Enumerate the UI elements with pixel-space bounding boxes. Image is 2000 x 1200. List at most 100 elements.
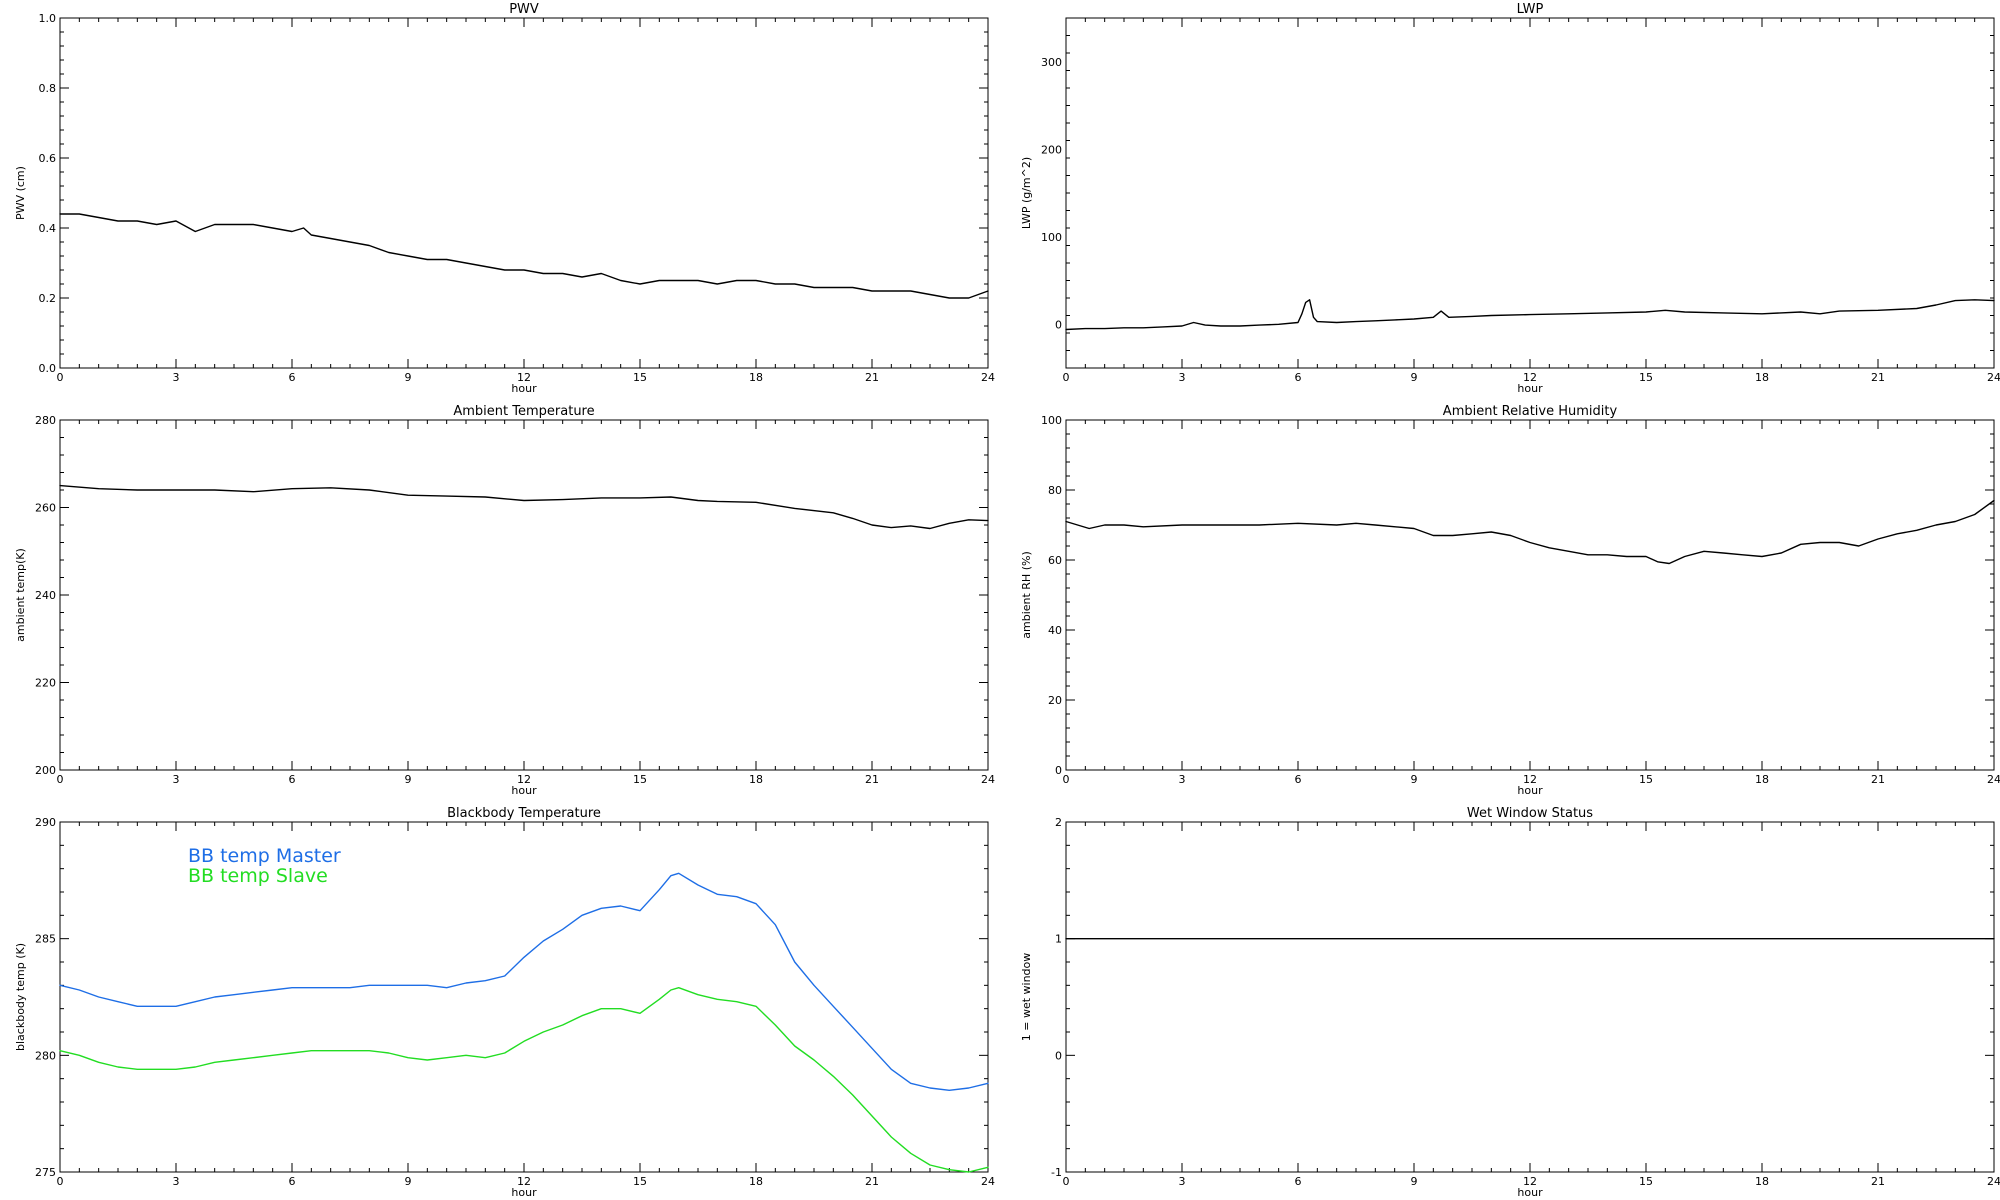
x-tick-label: 18 xyxy=(749,773,763,786)
x-tick-label: 6 xyxy=(1295,1175,1302,1188)
panel-title: Blackbody Temperature xyxy=(447,806,601,821)
x-axis-label: hour xyxy=(511,382,537,395)
x-tick-label: 21 xyxy=(865,773,879,786)
x-tick-label: 21 xyxy=(865,371,879,384)
x-tick-label: 12 xyxy=(517,371,531,384)
panel-title: LWP xyxy=(1517,2,1544,17)
x-tick-label: 3 xyxy=(173,371,180,384)
legend-entry: BB temp Master xyxy=(188,845,341,867)
y-tick-label: 1.0 xyxy=(39,12,57,25)
y-tick-label: -1 xyxy=(1051,1166,1062,1179)
y-tick-label: 1 xyxy=(1055,933,1062,946)
x-tick-label: 12 xyxy=(1523,773,1537,786)
y-tick-label: 280 xyxy=(35,1049,56,1062)
panel-title: PWV xyxy=(509,2,539,17)
x-tick-label: 24 xyxy=(1987,1175,2000,1188)
x-tick-label: 9 xyxy=(1411,371,1418,384)
x-tick-label: 18 xyxy=(1755,1175,1769,1188)
x-tick-label: 6 xyxy=(289,773,296,786)
y-tick-label: 300 xyxy=(1041,56,1062,69)
panel-pwv: PWV 0 3 6 9 12 15 18 21 24 0.0 0.2 0.4 0.6 0.8 1.0 hour P… xyxy=(14,2,995,395)
x-axis-label: hour xyxy=(511,1186,537,1199)
panel-lwp: LWP 0 3 6 9 12 15 18 21 24 0 100 200 300 hour LWP (g/m^… xyxy=(1020,2,2000,395)
panel-title: Ambient Temperature xyxy=(453,404,594,419)
y-axis-label: blackbody temp (K) xyxy=(14,943,27,1051)
x-tick-label: 15 xyxy=(633,773,647,786)
x-tick-label: 3 xyxy=(173,1175,180,1188)
x-tick-label: 15 xyxy=(1639,371,1653,384)
x-tick-label: 18 xyxy=(1755,773,1769,786)
y-tick-label: 100 xyxy=(1041,231,1062,244)
series-line-ambient-temp-0 xyxy=(59,484,989,530)
y-axis-label: 1 = wet window xyxy=(1020,953,1033,1042)
y-tick-label: 285 xyxy=(35,933,56,946)
y-tick-label: 0 xyxy=(1055,318,1062,331)
x-axis-label: hour xyxy=(1517,382,1543,395)
x-tick-label: 24 xyxy=(981,773,995,786)
y-tick-label: 0 xyxy=(1055,764,1062,777)
x-axis-label: hour xyxy=(1517,1186,1543,1199)
y-tick-label: 0.0 xyxy=(39,362,57,375)
x-tick-label: 12 xyxy=(517,773,531,786)
x-tick-label: 12 xyxy=(1523,371,1537,384)
x-tick-label: 18 xyxy=(1755,371,1769,384)
x-tick-label: 15 xyxy=(1639,1175,1653,1188)
y-tick-label: 80 xyxy=(1048,484,1062,497)
panel-blackbody-temp: Blackbody Temperature 0 3 6 9 12 15 18 21 24 275 28… xyxy=(14,806,995,1199)
y-tick-label: 0.8 xyxy=(39,82,57,95)
y-tick-label: 0.6 xyxy=(39,152,57,165)
x-tick-label: 3 xyxy=(173,773,180,786)
x-tick-label: 15 xyxy=(633,1175,647,1188)
y-tick-label: 60 xyxy=(1048,554,1062,567)
x-tick-label: 12 xyxy=(1523,1175,1537,1188)
y-tick-label: 0 xyxy=(1055,1049,1062,1062)
x-tick-label: 0 xyxy=(1063,1175,1070,1188)
panel-ambient-rh: Ambient Relative Humidity 0 3 6 9 12 15 18 21 24 0… xyxy=(1020,404,2000,797)
plot-frame xyxy=(1065,419,1995,771)
x-tick-label: 0 xyxy=(1063,773,1070,786)
x-tick-label: 9 xyxy=(1411,1175,1418,1188)
x-tick-label: 6 xyxy=(1295,371,1302,384)
y-tick-label: 290 xyxy=(35,816,56,829)
y-tick-label: 0.4 xyxy=(39,222,57,235)
x-axis-label: hour xyxy=(1517,784,1543,797)
series-line-blackbody-temp-0 xyxy=(59,872,989,1092)
panel-title: Ambient Relative Humidity xyxy=(1443,404,1618,419)
y-tick-label: 240 xyxy=(35,589,56,602)
x-tick-label: 24 xyxy=(1987,773,2000,786)
x-tick-label: 21 xyxy=(1871,371,1885,384)
x-tick-label: 21 xyxy=(865,1175,879,1188)
series-line-ambient-rh-0 xyxy=(1065,499,1995,565)
x-tick-label: 0 xyxy=(57,1175,64,1188)
x-tick-label: 3 xyxy=(1179,371,1186,384)
legend-entry: BB temp Slave xyxy=(188,865,328,887)
y-tick-label: 100 xyxy=(1041,414,1062,427)
x-tick-label: 0 xyxy=(57,371,64,384)
x-tick-label: 9 xyxy=(1411,773,1418,786)
x-tick-label: 9 xyxy=(405,371,412,384)
x-tick-label: 18 xyxy=(749,1175,763,1188)
series-line-lwp-0 xyxy=(1065,299,1995,331)
series-line-blackbody-temp-1 xyxy=(59,987,989,1173)
plot-frame xyxy=(1065,17,1995,369)
series-line-pwv-0 xyxy=(59,213,989,299)
y-axis-label: LWP (g/m^2) xyxy=(1020,157,1033,229)
plot-frame xyxy=(59,17,989,369)
y-tick-label: 275 xyxy=(35,1166,56,1179)
x-tick-label: 6 xyxy=(1295,773,1302,786)
y-axis-label: ambient temp(K) xyxy=(14,548,27,642)
x-tick-label: 15 xyxy=(1639,773,1653,786)
y-axis-label: ambient RH (%) xyxy=(1020,551,1033,639)
x-tick-label: 15 xyxy=(633,371,647,384)
x-axis-label: hour xyxy=(511,784,537,797)
x-tick-label: 24 xyxy=(981,371,995,384)
x-tick-label: 24 xyxy=(981,1175,995,1188)
x-tick-label: 21 xyxy=(1871,773,1885,786)
y-tick-label: 0.2 xyxy=(39,292,57,305)
y-tick-label: 200 xyxy=(35,764,56,777)
panel-title: Wet Window Status xyxy=(1467,806,1593,821)
plot-frame xyxy=(1065,821,1995,1173)
x-tick-label: 0 xyxy=(1063,371,1070,384)
